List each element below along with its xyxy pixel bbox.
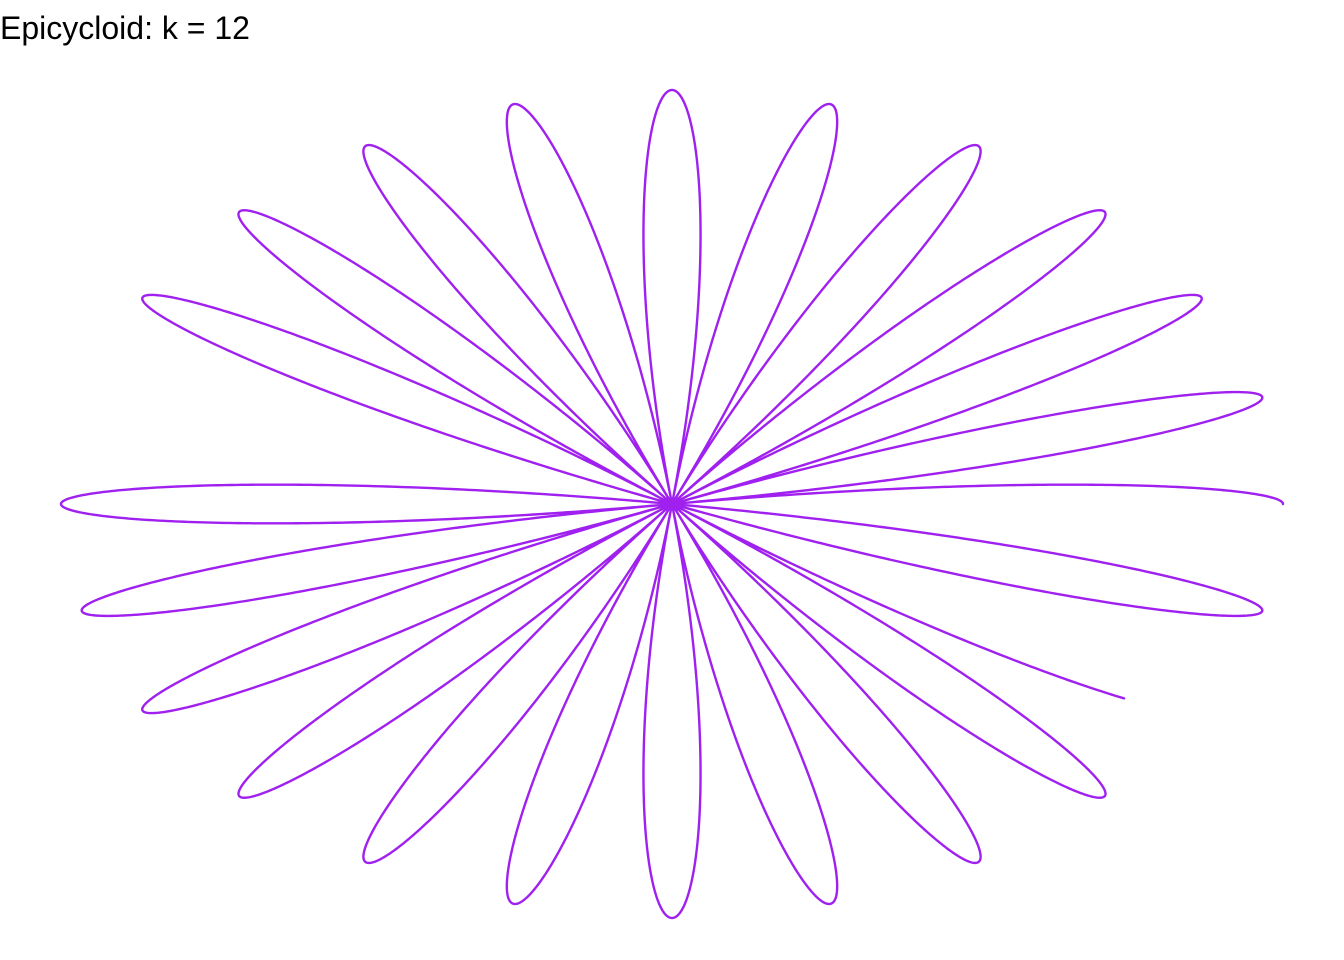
epicycloid-curve — [59, 88, 1285, 920]
chart-title: Epicycloid: k = 12 — [0, 10, 250, 46]
